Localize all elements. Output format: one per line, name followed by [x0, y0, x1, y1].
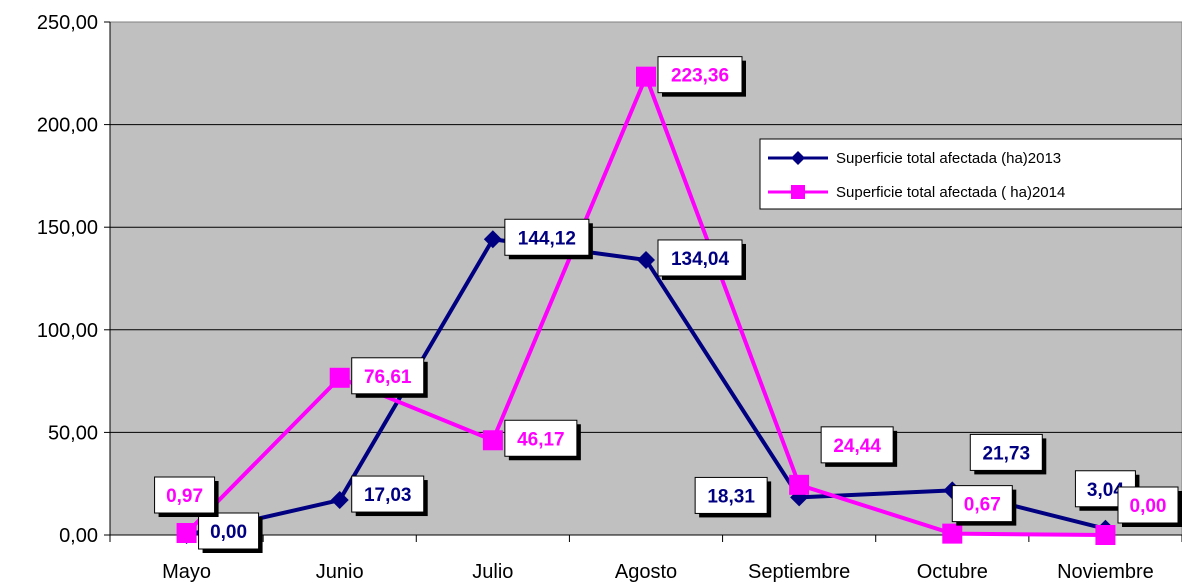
- x-tick-label: Octubre: [917, 561, 988, 583]
- data-point-square: [329, 367, 350, 388]
- y-tick-label: 100,00: [37, 320, 98, 342]
- y-tick-label: 0,00: [59, 525, 98, 547]
- legend-box: [759, 138, 1182, 210]
- data-point-square: [636, 66, 656, 87]
- data-label: 21,73: [983, 443, 1031, 464]
- data-label-box: [198, 512, 260, 550]
- data-label-box: [154, 476, 216, 514]
- data-point-diamond: [637, 250, 655, 269]
- data-label: 24,44: [833, 436, 881, 457]
- y-tick-label: 250,00: [37, 12, 98, 34]
- data-label-box: [1117, 486, 1179, 524]
- data-label: 0,00: [1130, 496, 1167, 517]
- data-label: 0,00: [210, 522, 247, 543]
- x-tick-label: Noviembre: [1057, 561, 1154, 583]
- data-label: 0,67: [964, 495, 1001, 516]
- gridlines: [110, 124, 1182, 433]
- data-label-box: [820, 426, 894, 464]
- x-tick-label: Junio: [316, 561, 364, 583]
- data-label: 0,97: [166, 486, 203, 507]
- data-label: 18,31: [707, 486, 755, 507]
- data-label: 144,12: [518, 228, 576, 249]
- data-label: 17,03: [364, 485, 412, 506]
- data-label: 46,17: [517, 429, 565, 450]
- legend-marker-2013: [791, 151, 805, 165]
- data-point-square: [482, 430, 503, 451]
- data-label-box: [504, 419, 578, 457]
- y-tick-label: 200,00: [37, 115, 98, 137]
- x-tick-label: Septiembre: [748, 561, 850, 583]
- data-point-square: [1095, 525, 1116, 545]
- legend-label-2014: Superficie total afectada ( ha)2014: [836, 184, 1065, 201]
- data-label: 134,04: [671, 249, 730, 270]
- x-tick-label: Mayo: [162, 561, 211, 583]
- y-axis-ticks: 0,00 50,00 100,00 150,00 200,00 250,00: [37, 12, 110, 547]
- data-label: 223,36: [671, 66, 729, 87]
- y-tick-label: 50,00: [48, 422, 98, 444]
- data-labels: 0,00 17,03 144,12 134,04 18,31 21,73 3,04 0,97 7…: [154, 56, 1182, 553]
- data-label: 3,04: [1087, 480, 1124, 501]
- data-label-box: [504, 218, 590, 256]
- data-label-box: [657, 56, 743, 94]
- data-label-box: [657, 239, 743, 277]
- data-label-box: [969, 433, 1043, 471]
- x-axis-ticks: Mayo Junio Julio Agosto Septiembre Octubre Nov…: [109, 535, 1182, 583]
- series-markers: [176, 66, 1116, 545]
- legend-label-2013: Superficie total afectada (ha)2013: [836, 150, 1061, 167]
- data-label-box: [351, 475, 425, 513]
- data-point-diamond: [483, 230, 502, 249]
- y-tick-label: 150,00: [37, 217, 98, 239]
- data-point-square: [942, 523, 963, 544]
- data-point-square: [789, 474, 810, 495]
- data-label-box: [951, 485, 1013, 523]
- x-tick-label: Agosto: [615, 561, 677, 583]
- legend-marker-2014: [791, 185, 805, 199]
- data-label-box: [694, 476, 768, 514]
- data-point-diamond: [330, 491, 349, 510]
- data-point-square: [176, 523, 197, 544]
- data-label-box: [351, 357, 425, 395]
- data-label: 76,61: [364, 367, 412, 388]
- legend: Superficie total afectada (ha)2013 Super…: [759, 138, 1182, 210]
- x-tick-label: Julio: [472, 561, 513, 583]
